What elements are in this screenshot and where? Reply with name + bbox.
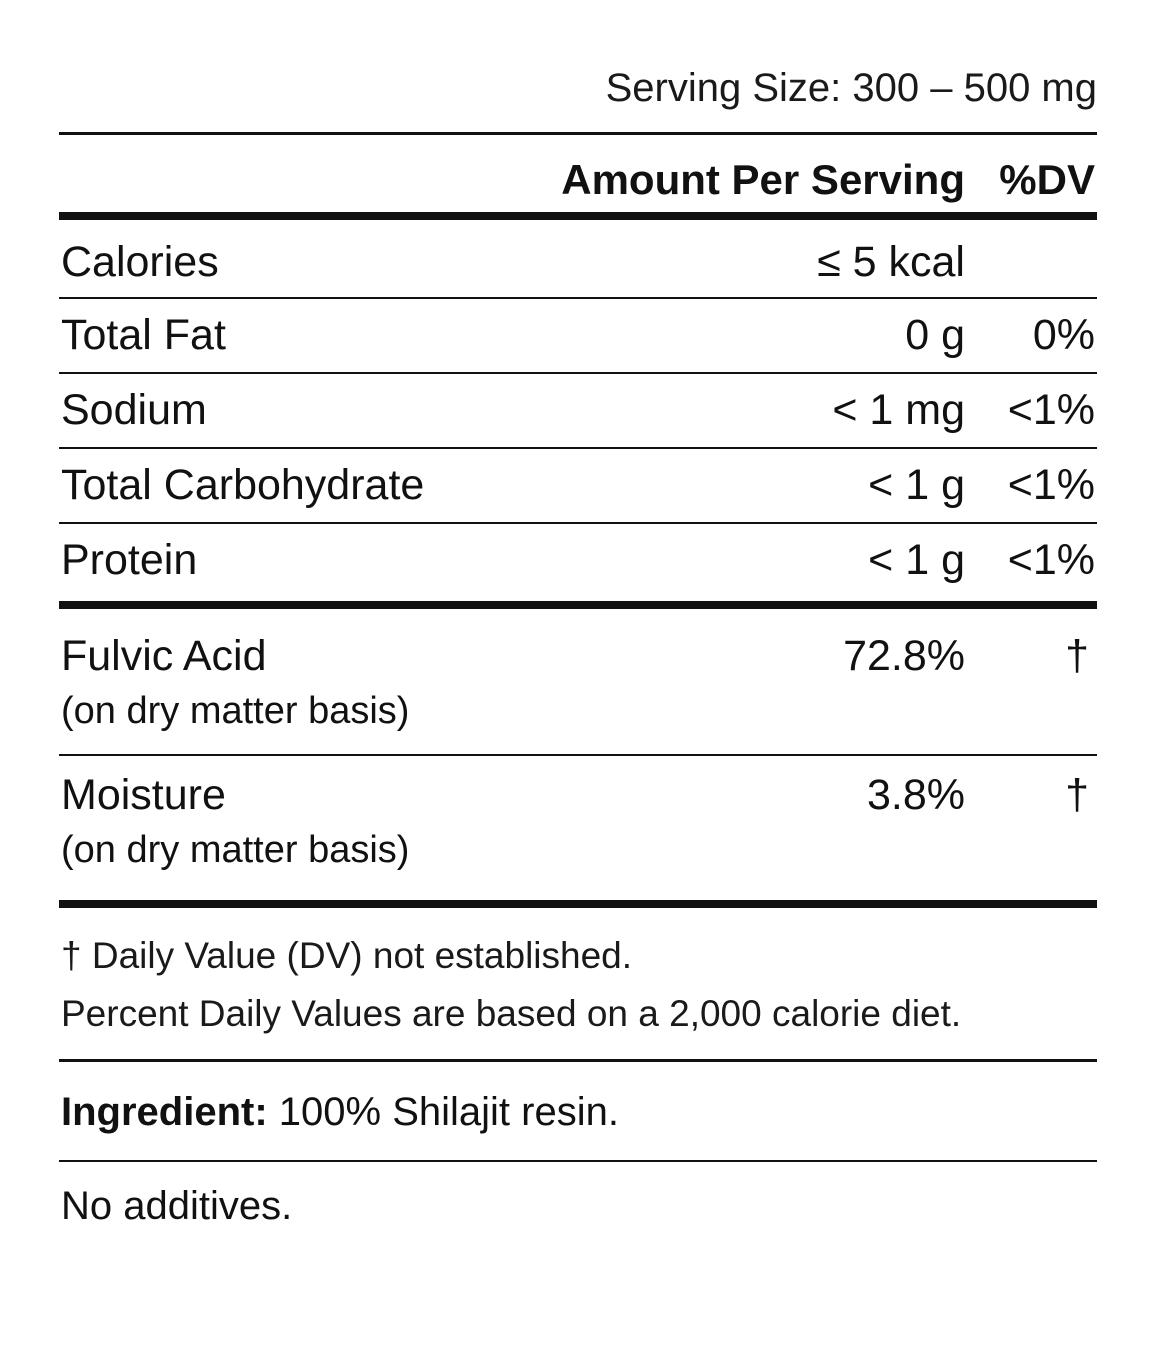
nutrient-amount: ≤ 5 kcal: [817, 238, 965, 286]
table-header: Amount Per Serving %DV: [59, 154, 1097, 206]
nutrient-amount: < 1 g: [868, 461, 965, 509]
nutrient-name: Total Fat: [61, 311, 226, 359]
serving-size: Serving Size: 300 – 500 mg: [605, 66, 1097, 110]
nutrient-dv: 0%: [1032, 311, 1095, 359]
nutrient-name: Total Carbohydrate: [61, 461, 425, 509]
divider: [59, 1160, 1097, 1162]
divider-thick: [59, 601, 1097, 609]
divider-thick: [59, 900, 1097, 908]
nutrient-dv: <1%: [1007, 461, 1095, 509]
divider: [59, 1059, 1097, 1062]
nutrient-amount: 0 g: [905, 311, 965, 359]
compound-name: Moisture: [61, 771, 226, 819]
dagger-marker: †: [1065, 771, 1089, 819]
compound-amount: 3.8%: [866, 771, 965, 819]
divider: [59, 447, 1097, 449]
nutrient-name: Calories: [61, 238, 219, 286]
nutrient-row-total-carbohydrate: Total Carbohydrate < 1 g <1%: [59, 455, 1097, 515]
dv-header: %DV: [999, 156, 1095, 203]
nutrient-name: Sodium: [61, 386, 207, 434]
divider: [59, 132, 1097, 135]
ingredient-value: 100% Shilajit resin.: [267, 1090, 619, 1134]
nutrient-name: Protein: [61, 536, 198, 584]
compound-basis: (on dry matter basis): [61, 690, 410, 732]
dv-not-established-note: † Daily Value (DV) not established.: [61, 935, 633, 976]
dagger-marker: †: [1065, 632, 1089, 680]
percent-dv-note: Percent Daily Values are based on a 2,00…: [61, 993, 962, 1034]
compound-basis: (on dry matter basis): [61, 829, 410, 871]
compound-name: Fulvic Acid: [61, 632, 267, 680]
nutrient-dv: <1%: [1007, 536, 1095, 584]
divider: [59, 372, 1097, 374]
nutrient-amount: < 1 mg: [832, 386, 965, 434]
divider: [59, 522, 1097, 524]
compound-row-fulvic-acid: Fulvic Acid (on dry matter basis) 72.8% …: [59, 626, 1097, 746]
no-additives-note: No additives.: [61, 1184, 293, 1228]
divider: [59, 754, 1097, 756]
divider: [59, 297, 1097, 299]
nutrient-dv: <1%: [1007, 386, 1095, 434]
compound-row-moisture: Moisture (on dry matter basis) 3.8% †: [59, 765, 1097, 885]
nutrient-row-total-fat: Total Fat 0 g 0%: [59, 305, 1097, 365]
compound-amount: 72.8%: [843, 632, 965, 680]
nutrient-amount: < 1 g: [868, 536, 965, 584]
divider-thick: [59, 212, 1097, 220]
ingredient-line: Ingredient: 100% Shilajit resin.: [61, 1086, 619, 1138]
nutrient-row-protein: Protein < 1 g <1%: [59, 530, 1097, 590]
amount-per-serving-header: Amount Per Serving: [561, 156, 965, 203]
ingredient-label: Ingredient:: [61, 1090, 268, 1134]
nutrient-row-sodium: Sodium < 1 mg <1%: [59, 380, 1097, 440]
nutrient-row-calories: Calories ≤ 5 kcal: [59, 232, 1097, 292]
